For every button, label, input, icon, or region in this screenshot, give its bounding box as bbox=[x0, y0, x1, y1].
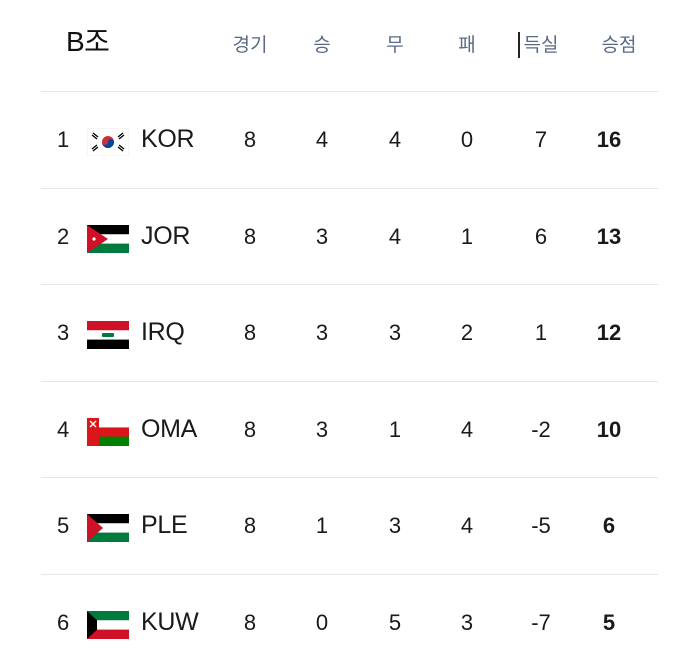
won: 1 bbox=[315, 513, 329, 538]
team-name[interactable]: JOR bbox=[141, 221, 191, 250]
drawn: 1 bbox=[388, 416, 402, 442]
points: 10 bbox=[596, 416, 622, 442]
lost: 1 bbox=[460, 223, 474, 249]
goal-diff: 6 bbox=[534, 223, 548, 249]
palestine-flag-icon bbox=[87, 514, 129, 542]
table-row[interactable]: 2 JOR 8 3 4 1 6 13 bbox=[41, 187, 658, 285]
south-korea-flag-icon bbox=[87, 128, 129, 156]
played: 8 bbox=[243, 223, 257, 249]
lost: 2 bbox=[460, 320, 474, 345]
points: 6 bbox=[602, 513, 616, 538]
header-points[interactable]: 승점 bbox=[601, 34, 637, 56]
drawn: 3 bbox=[388, 320, 402, 345]
goal-diff: 7 bbox=[534, 127, 548, 152]
goal-diff: 1 bbox=[534, 320, 548, 345]
table-row[interactable]: 1 KOR 8 4 4 0 7 16 bbox=[41, 91, 658, 188]
played: 8 bbox=[243, 416, 257, 442]
oman-flag-icon bbox=[87, 417, 129, 446]
points: 5 bbox=[602, 609, 616, 635]
drawn: 4 bbox=[388, 127, 402, 152]
lost: 0 bbox=[460, 127, 474, 152]
played: 8 bbox=[243, 609, 257, 635]
group-title: B조 bbox=[66, 26, 110, 57]
text-cursor bbox=[518, 32, 520, 58]
drawn: 3 bbox=[388, 513, 402, 538]
played: 8 bbox=[243, 513, 257, 538]
played: 8 bbox=[243, 320, 257, 345]
table-row[interactable]: 4 OMA 8 3 1 4 -2 10 bbox=[41, 380, 658, 478]
team-name[interactable]: PLE bbox=[141, 511, 188, 539]
rank: 6 bbox=[57, 609, 70, 635]
team-name[interactable]: KOR bbox=[141, 125, 195, 153]
goal-diff: -2 bbox=[531, 416, 551, 442]
header-lost[interactable]: 패 bbox=[458, 34, 476, 56]
kuwait-flag-icon bbox=[87, 610, 129, 639]
iraq-flag-icon bbox=[87, 321, 129, 349]
header-played[interactable]: 경기 bbox=[232, 34, 268, 56]
team-name[interactable]: IRQ bbox=[141, 318, 185, 346]
points: 13 bbox=[596, 223, 622, 249]
goal-diff: -5 bbox=[531, 513, 551, 538]
header-drawn[interactable]: 무 bbox=[386, 34, 404, 56]
lost: 3 bbox=[460, 609, 474, 635]
won: 0 bbox=[315, 609, 329, 635]
table-row[interactable]: 3 IRQ 8 3 3 2 1 12 bbox=[41, 284, 658, 381]
points: 16 bbox=[596, 127, 622, 152]
lost: 4 bbox=[460, 513, 474, 538]
points: 12 bbox=[596, 320, 622, 345]
goal-diff: -7 bbox=[531, 609, 551, 635]
rank: 3 bbox=[57, 320, 70, 345]
rank: 4 bbox=[57, 416, 70, 442]
won: 3 bbox=[315, 320, 329, 345]
table-row[interactable]: 6 KUW 8 0 5 3 -7 5 bbox=[41, 573, 658, 670]
rank: 5 bbox=[57, 513, 70, 538]
won: 4 bbox=[315, 127, 329, 152]
lost: 4 bbox=[460, 416, 474, 442]
header-goal-diff[interactable]: 득실 bbox=[523, 34, 559, 56]
team-name[interactable]: KUW bbox=[141, 607, 199, 636]
rank: 1 bbox=[57, 127, 70, 152]
won: 3 bbox=[315, 223, 329, 249]
won: 3 bbox=[315, 416, 329, 442]
header-won[interactable]: 승 bbox=[313, 34, 331, 56]
rank: 2 bbox=[57, 223, 70, 249]
standings-rows: 1 KOR 8 4 4 0 7 16 bbox=[41, 91, 658, 670]
played: 8 bbox=[243, 127, 257, 152]
drawn: 5 bbox=[388, 609, 402, 635]
table-row[interactable]: 5 PLE 8 1 3 4 -5 6 bbox=[41, 477, 658, 574]
jordan-flag-icon bbox=[87, 224, 129, 253]
team-name[interactable]: OMA bbox=[141, 414, 198, 443]
drawn: 4 bbox=[388, 223, 402, 249]
